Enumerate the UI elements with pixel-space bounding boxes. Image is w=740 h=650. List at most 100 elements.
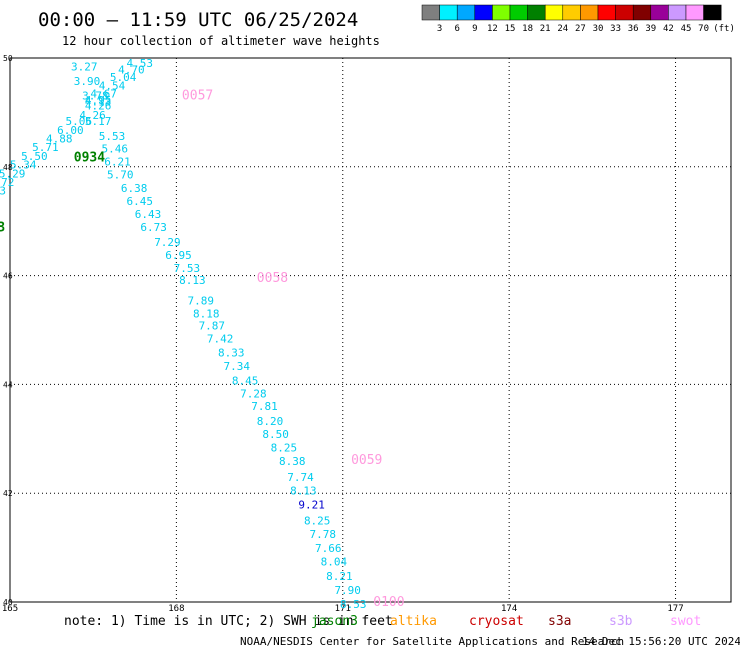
chart-subtitle: 12 hour collection of altimeter wave hei… [62, 34, 380, 48]
colorbar-tick: 15 [505, 24, 516, 34]
wave-height-label: 7.29 [154, 236, 181, 249]
colorbar-unit: (ft) [713, 24, 735, 34]
wave-height-label: 5.17 [85, 115, 112, 128]
pass-time-labels: 0057 0934 0933 0058 0059 0100 [0, 88, 405, 609]
y-tick-label: 48 [3, 163, 13, 172]
colorbar-tick: 6 [454, 24, 459, 34]
wave-height-label: 5.04 [110, 71, 137, 84]
colorbar-tick: 36 [628, 24, 639, 34]
mission-s3a: s3a [548, 614, 571, 629]
y-tick-labels: 50 48 46 44 42 40 [3, 54, 13, 607]
wave-height-label: 8.20 [257, 415, 284, 428]
colorbar-swatch [632, 4, 652, 21]
colorbar-swatch [668, 4, 687, 21]
pass-time-label: 0934 [74, 150, 105, 165]
wave-height-label: 8.18 [193, 308, 220, 321]
footer-credit: NOAA/NESDIS Center for Satellite Applica… [240, 635, 624, 648]
colorbar-tick: 18 [522, 24, 533, 34]
colorbar-tick: 27 [575, 24, 586, 34]
mission-cryosat: cryosat [469, 614, 524, 629]
colorbar-tick: 9 [472, 24, 477, 34]
mission-swot: swot [670, 614, 701, 629]
wave-height-label: 6.95 [165, 249, 192, 262]
chart-title: 00:00 – 11:59 UTC 06/25/2024 [38, 9, 358, 31]
mission-legend: jason3 altika cryosat s3a s3b swot [311, 614, 701, 629]
wave-height-label: 8.50 [262, 428, 289, 441]
wave-height-label: 8.45 [232, 375, 259, 388]
colorbar-swatch [492, 4, 511, 21]
wave-height-label: 4.70 [118, 63, 144, 76]
wave-height-label: 8.21 [326, 570, 353, 583]
colorbar-swatch [474, 4, 493, 21]
colorbar-swatch [650, 4, 669, 21]
wave-height-label: 4.54 [99, 80, 126, 93]
colorbar-swatch [615, 4, 634, 21]
wave-height-label: 8.53 [340, 598, 367, 611]
wave-height-label: 4.13 [85, 96, 112, 109]
wave-height-label: 7.42 [207, 333, 234, 346]
x-tick-label: 171 [335, 604, 351, 614]
colorbar-tick: 33 [610, 24, 621, 34]
wave-height-label: 5.93 [0, 185, 6, 198]
wave-height-label: 7.78 [309, 528, 336, 541]
pass-time-label: 0100 [373, 595, 404, 610]
x-tick-label: 165 [2, 604, 18, 614]
wave-height-label: 7.66 [315, 542, 342, 555]
colorbar-tick: 39 [645, 24, 656, 34]
wave-height-label: 5.06 [65, 115, 92, 128]
wave-height-label: 7.81 [251, 400, 278, 413]
wave-height-label: 3.90 [74, 75, 101, 88]
wave-height-label: 8.13 [290, 484, 317, 497]
colorbar-swatch [527, 4, 546, 21]
wave-height-label: 4.67 [90, 87, 117, 100]
wave-height-label: 8.13 [179, 274, 206, 287]
colorbar-tick: 21 [540, 24, 551, 34]
wave-height-label: 8.25 [271, 442, 298, 455]
wave-height-label: 7.34 [224, 360, 251, 373]
x-tick-label: 177 [667, 604, 683, 614]
wave-height-label: 4.95 [85, 94, 112, 107]
colorbar-tick: 12 [487, 24, 498, 34]
wave-height-label: 5.72 [0, 176, 14, 189]
x-tick-labels: 165 168 171 174 177 [2, 604, 684, 614]
wave-height-label: 5.50 [21, 150, 48, 163]
wave-height-label: 4.26 [85, 99, 112, 112]
wave-height-label: 6.45 [126, 195, 153, 208]
wave-height-label: 8.25 [304, 514, 331, 527]
pass-time-label: 0059 [351, 453, 382, 468]
mission-altika: altika [390, 614, 437, 629]
wave-height-label: 3.78 [82, 90, 109, 103]
wave-height-label: 8.04 [321, 556, 348, 569]
grid-lines [10, 58, 731, 602]
wave-height-label: 9.21 [298, 499, 325, 512]
wave-height-label: 7.28 [240, 388, 267, 401]
colorbar-tick: 70 [698, 24, 709, 34]
colorbar-tick: 30 [593, 24, 604, 34]
wave-height-label: 6.21 [104, 155, 130, 168]
wave-height-label: 3.27 [71, 61, 98, 74]
colorbar-swatch [456, 4, 476, 21]
colorbar-tick: 3 [437, 24, 442, 34]
wave-height-labels: 4.534.705.044.544.674.95 5.17 3.273.90 3.78… [0, 57, 366, 611]
wave-height-label: 6.38 [121, 182, 148, 195]
wave-height-label: 4.53 [126, 57, 153, 70]
plot-frame [9, 57, 732, 603]
mission-jason3: jason3 [311, 614, 358, 629]
wave-height-label: 6.00 [57, 124, 83, 137]
colorbar-swatch [562, 4, 581, 21]
y-tick-label: 40 [3, 598, 13, 607]
y-tick-label: 44 [3, 380, 13, 389]
colorbar-swatch [544, 4, 564, 21]
wave-height-label: 5.53 [99, 130, 126, 143]
y-tick-label: 50 [3, 54, 13, 63]
colorbar-swatch [421, 4, 440, 21]
wave-height-label: 7.53 [174, 262, 201, 275]
wave-height-label: 8.33 [218, 346, 245, 359]
wave-height-label: 5.29 [0, 167, 25, 180]
colorbar-tick: 24 [557, 24, 568, 34]
wave-height-label: 6.73 [140, 221, 167, 234]
colorbar-swatch [509, 4, 528, 21]
wave-height-label: 5.71 [32, 141, 59, 154]
wave-height-label: 7.89 [187, 295, 214, 308]
